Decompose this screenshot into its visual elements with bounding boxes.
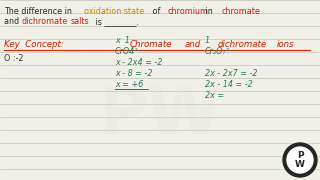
Text: x  1: x 1 [115,36,130,45]
Text: chromate: chromate [221,7,260,16]
Text: ions: ions [277,40,295,49]
Text: x - 2x4 = -2: x - 2x4 = -2 [115,58,162,67]
Text: and: and [185,40,201,49]
Text: Cr₂O₇²⁻: Cr₂O₇²⁻ [205,47,234,56]
Text: is ________.: is ________. [92,17,139,26]
Text: salts: salts [70,17,89,26]
Text: 1: 1 [205,36,210,45]
Circle shape [287,147,313,173]
Text: 2x =: 2x = [205,91,224,100]
Text: P
W: P W [295,151,305,169]
Text: and: and [4,17,22,26]
Text: Chromate: Chromate [130,40,172,49]
Text: 2x - 14 = -2: 2x - 14 = -2 [205,80,253,89]
Text: in: in [204,7,216,16]
Text: 2x - 2x7 = -2: 2x - 2x7 = -2 [205,69,258,78]
Text: The difference in: The difference in [4,7,74,16]
Text: O :-2: O :-2 [4,54,23,63]
Text: oxidation state: oxidation state [84,7,144,16]
Text: x = +6: x = +6 [115,80,143,89]
Text: x - 8 = -2: x - 8 = -2 [115,69,153,78]
Text: PW: PW [99,82,221,148]
Circle shape [283,143,317,177]
Text: CrO4²⁻: CrO4²⁻ [115,47,143,56]
Text: chromium: chromium [168,7,209,16]
Text: of: of [150,7,163,16]
Text: Key  Concept:: Key Concept: [4,40,64,49]
Text: dichromate: dichromate [218,40,267,49]
Text: dichromate: dichromate [22,17,68,26]
